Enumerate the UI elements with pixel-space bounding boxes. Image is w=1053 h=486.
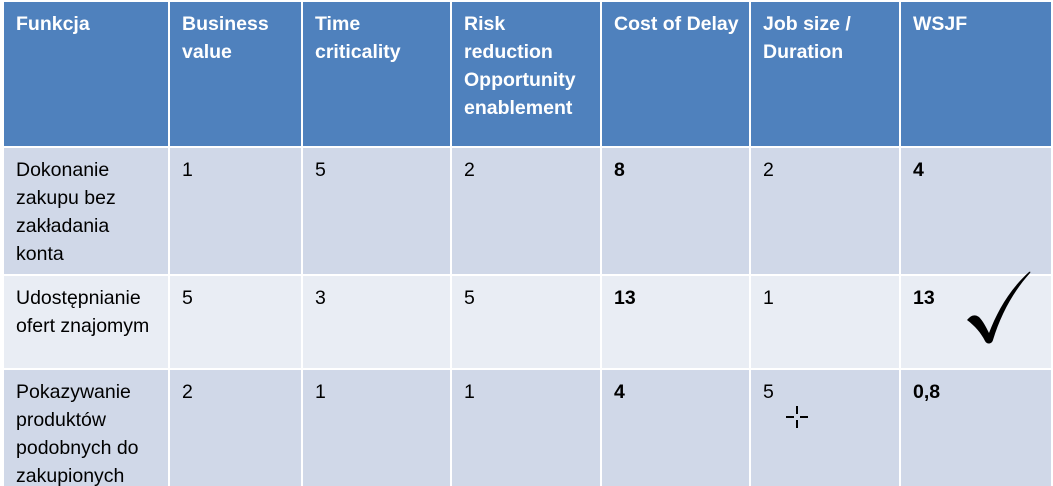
feature-cell: Udostępnianie ofert znajomym bbox=[2, 274, 170, 370]
risk-reduction-cell: 1 bbox=[450, 368, 602, 486]
header-row: Funkcja Business value Time criticality … bbox=[2, 0, 1053, 148]
job-size-cell: 5 bbox=[749, 368, 901, 486]
table-row: Udostępnianie ofert znajomym 5 3 5 13 1 … bbox=[2, 271, 1053, 370]
risk-reduction-cell: 2 bbox=[450, 146, 602, 276]
move-cursor-icon bbox=[786, 406, 808, 428]
time-criticality-cell: 5 bbox=[301, 146, 452, 276]
header-job-size: Job size / Duration bbox=[749, 0, 901, 148]
feature-cell: Dokonanie zakupu bez zakładania konta bbox=[2, 146, 170, 276]
business-value-cell: 2 bbox=[168, 368, 303, 486]
time-criticality-cell: 1 bbox=[301, 368, 452, 486]
wsjf-value: 13 bbox=[913, 287, 935, 309]
header-time-criticality: Time criticality bbox=[301, 0, 452, 148]
cost-of-delay-cell: 13 bbox=[600, 274, 751, 370]
wsjf-cell: 0,8 bbox=[899, 368, 1053, 486]
job-size-cell: 2 bbox=[749, 146, 901, 276]
table-body: Dokonanie zakupu bez zakładania konta 1 … bbox=[2, 146, 1053, 486]
table-row: Dokonanie zakupu bez zakładania konta 1 … bbox=[2, 146, 1053, 276]
wsjf-cell: 13 bbox=[899, 271, 1053, 370]
header-funkcja: Funkcja bbox=[2, 0, 170, 148]
wsjf-cell: 4 bbox=[899, 146, 1053, 276]
checkmark-icon bbox=[967, 271, 1031, 344]
risk-reduction-cell: 5 bbox=[450, 274, 602, 370]
header-cost-of-delay: Cost of Delay bbox=[600, 0, 751, 148]
table-header: Funkcja Business value Time criticality … bbox=[2, 0, 1053, 148]
feature-cell: Pokazywanie produktów podobnych do zakup… bbox=[2, 368, 170, 486]
cost-of-delay-cell: 4 bbox=[600, 368, 751, 486]
header-business-value: Business value bbox=[168, 0, 303, 148]
business-value-cell: 5 bbox=[168, 274, 303, 370]
header-wsjf: WSJF bbox=[899, 0, 1053, 148]
time-criticality-cell: 3 bbox=[301, 274, 452, 370]
header-risk-reduction: Risk reduction Opportunity enablement bbox=[450, 0, 602, 148]
job-size-cell: 1 bbox=[749, 274, 901, 370]
wsjf-value: 4 bbox=[913, 159, 924, 181]
wsjf-value: 0,8 bbox=[913, 381, 941, 403]
cost-of-delay-cell: 8 bbox=[600, 146, 751, 276]
table-row: Pokazywanie produktów podobnych do zakup… bbox=[2, 368, 1053, 486]
business-value-cell: 1 bbox=[168, 146, 303, 276]
